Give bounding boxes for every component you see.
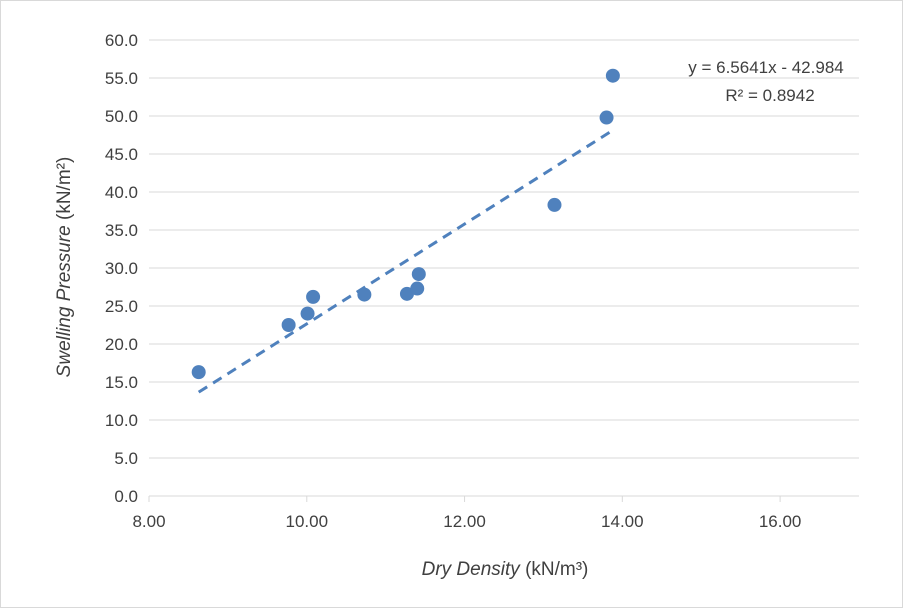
trendline [197,128,614,394]
x-axis-title-unit: (kN/m³) [520,559,589,580]
axes [148,495,859,502]
y-axis-title-italic: Swelling Pressure [54,225,75,377]
data-point-8 [547,197,562,212]
trendline-r-squared: R² = 0.8942 [725,86,814,105]
x-tick-label-2: 12.00 [443,512,486,531]
x-tick-label-4: 16.00 [759,512,802,531]
data-point-7 [411,267,426,282]
y-tick-label-10: 50.0 [105,107,138,126]
y-axis-title: Swelling Pressure (kN/m²) [54,157,75,378]
data-point-0 [191,365,206,380]
y-tick-label-7: 35.0 [105,221,138,240]
data-point-4 [357,287,372,302]
y-axis-title-unit: (kN/m²) [54,157,75,226]
y-tick-label-12: 60.0 [105,31,138,50]
trendline-equation: y = 6.5641x - 42.984 [688,58,843,77]
data-point-6 [410,281,425,296]
y-tick-label-5: 25.0 [105,297,138,316]
y-tick-label-0: 0.0 [114,487,138,506]
x-axis-title-italic: Dry Density [422,559,522,580]
x-tick-label-1: 10.00 [286,512,329,531]
y-tick-label-8: 40.0 [105,183,138,202]
data-point-9 [599,110,614,125]
data-points [191,68,620,380]
y-tick-label-9: 45.0 [105,145,138,164]
y-tick-label-1: 5.0 [114,449,138,468]
data-point-2 [300,306,315,321]
gridlines [149,39,859,459]
y-tick-label-6: 30.0 [105,259,138,278]
x-tick-label-0: 8.00 [132,512,165,531]
y-tick-label-2: 10.0 [105,411,138,430]
tick-labels: 0.0 5.0 10.0 15.0 20.0 25.0 30.0 35.0 40.0 45.0 50… [105,31,801,531]
y-tick-label-11: 55.0 [105,69,138,88]
data-point-3 [306,289,321,304]
y-tick-label-3: 15.0 [105,373,138,392]
x-axis-title: Dry Density (kN/m³) [422,559,589,580]
y-tick-label-4: 20.0 [105,335,138,354]
trendline-group [197,128,614,394]
x-tick-label-3: 14.00 [601,512,644,531]
data-point-10 [605,68,620,83]
data-point-1 [281,318,296,332]
